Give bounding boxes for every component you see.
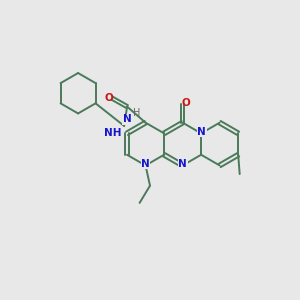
Text: N: N: [141, 159, 150, 169]
Text: O: O: [181, 98, 190, 108]
Text: O: O: [104, 93, 113, 103]
Text: N: N: [197, 127, 206, 137]
Text: NH: NH: [104, 128, 122, 138]
Text: H: H: [133, 108, 140, 118]
Text: N: N: [178, 159, 187, 169]
Text: N: N: [123, 114, 131, 124]
